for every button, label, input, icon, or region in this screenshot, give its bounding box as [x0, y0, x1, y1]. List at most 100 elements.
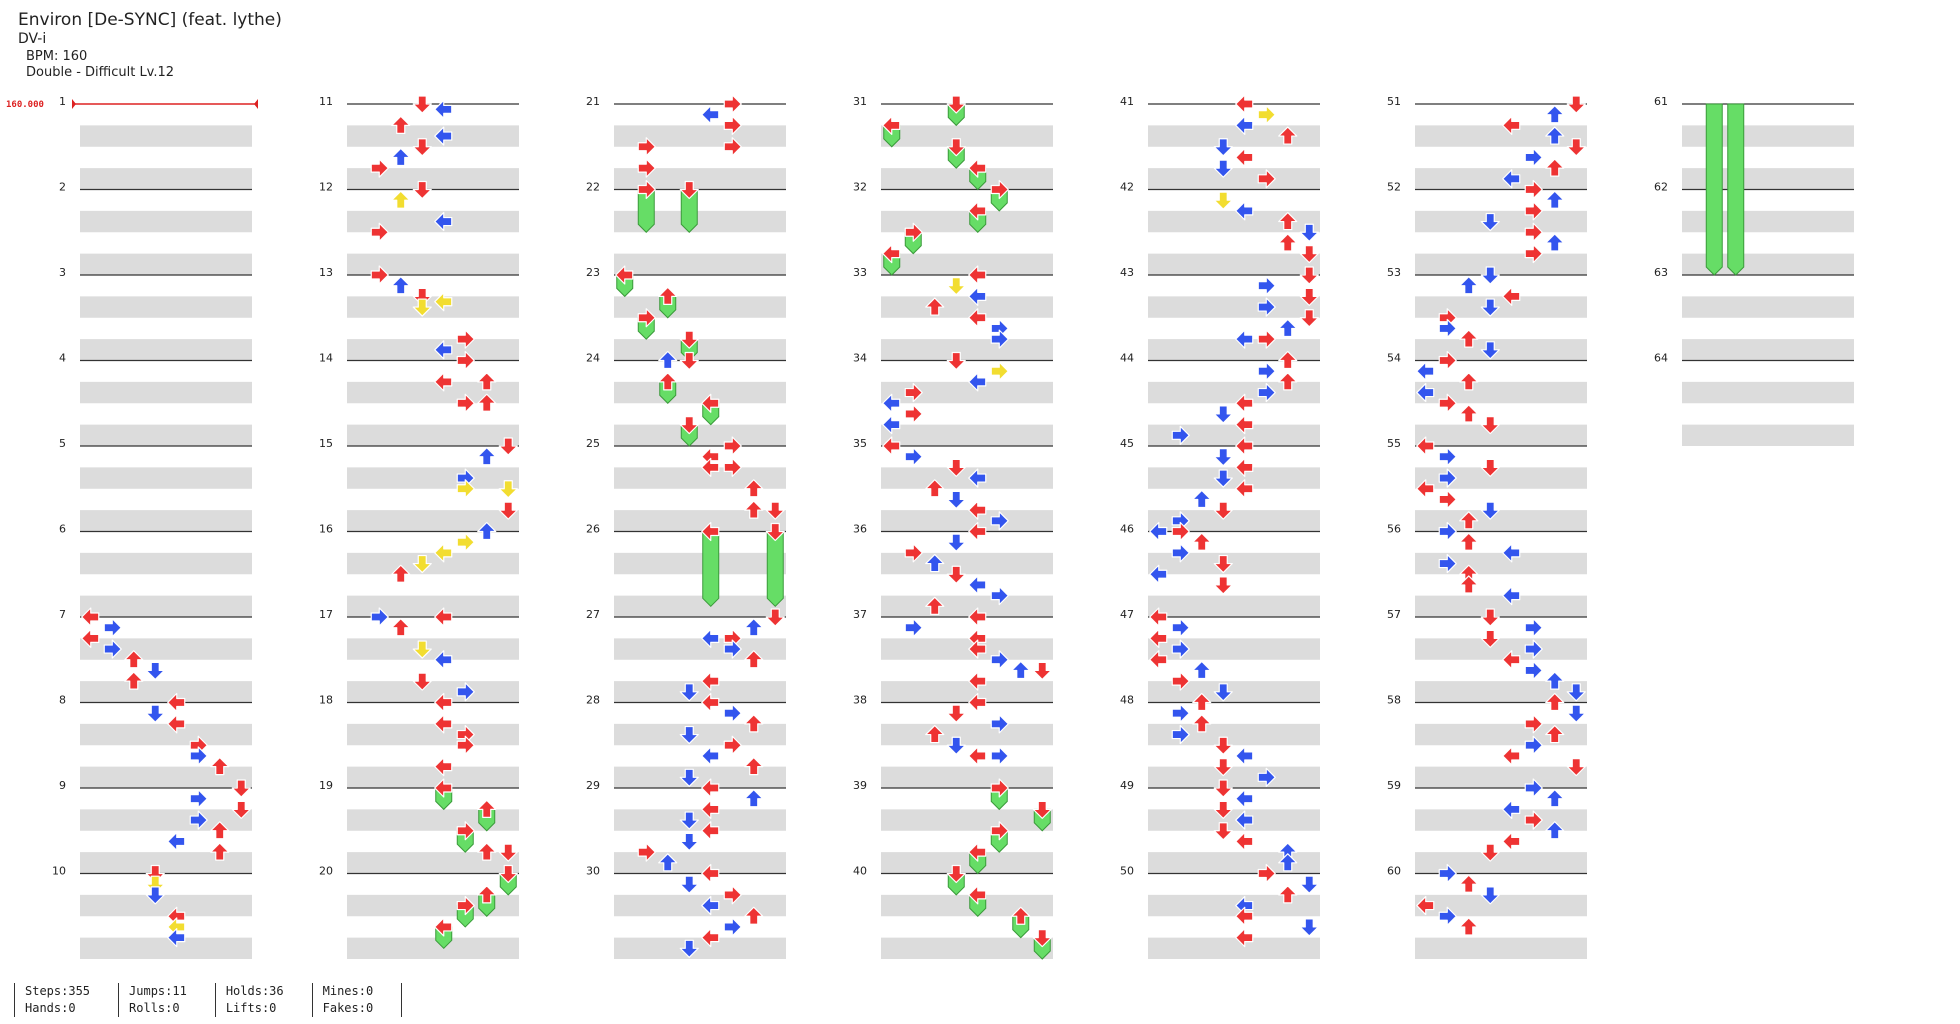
arrow-note-icon [1480, 416, 1500, 435]
measure: 15 [319, 437, 519, 532]
arrow-note-icon [990, 511, 1009, 531]
arrow-note-icon [1235, 115, 1254, 135]
arrow-note-icon [637, 158, 656, 178]
arrow-note-icon [1299, 266, 1319, 285]
arrow-note-icon [1416, 436, 1435, 456]
beat-stripe [614, 168, 786, 190]
measure-number: 52 [1387, 181, 1401, 194]
measure: 61 [1654, 95, 1854, 190]
measure: 64 [1654, 352, 1854, 446]
arrow-note-icon [1480, 629, 1500, 648]
arrow-note-icon [946, 533, 966, 552]
arrow-note-icon [968, 607, 987, 627]
arrow-note-icon [1480, 341, 1500, 360]
arrow-note-icon [1278, 853, 1298, 872]
beat-stripe [881, 894, 1053, 917]
beat-stripe [347, 253, 519, 275]
arrow-note-icon [1213, 405, 1233, 424]
arrow-note-icon [412, 298, 432, 317]
arrow-note-icon [210, 821, 230, 840]
beat-stripe [1148, 809, 1320, 831]
beat-stripe [80, 168, 252, 190]
beat-stripe [347, 852, 519, 874]
arrow-note-icon [1545, 821, 1565, 840]
arrow-note-icon [1011, 660, 1031, 680]
arrow-note-icon [1459, 511, 1479, 530]
beat-stripe [614, 852, 786, 874]
stats-col-jumps: Jumps:11 Rolls:0 [118, 983, 215, 1017]
measure: 50 [1120, 865, 1320, 959]
arrow-note-icon [904, 618, 923, 638]
beat-stripe [80, 510, 252, 532]
arrow-note-icon [946, 864, 966, 884]
arrow-note-icon [391, 115, 411, 134]
arrow-note-icon [1278, 372, 1298, 391]
measure-number: 50 [1120, 865, 1134, 878]
measure-number: 61 [1654, 95, 1668, 108]
beat-stripe [347, 168, 519, 190]
arrow-note-icon [1502, 169, 1521, 189]
measure-number: 17 [319, 608, 333, 621]
arrow-note-icon [434, 99, 453, 119]
arrow-note-icon [765, 501, 785, 520]
arrow-note-icon [456, 479, 475, 499]
beat-stripe [80, 381, 252, 404]
arrow-note-icon [1524, 660, 1543, 681]
beat-stripe [1148, 168, 1320, 190]
mines-count: Mines:0 [322, 984, 374, 998]
measure-number: 41 [1120, 95, 1134, 108]
beat-stripe [614, 595, 786, 617]
arrow-note-icon [477, 393, 497, 412]
measure: 16 [319, 523, 519, 617]
arrow-note-icon [124, 671, 144, 690]
arrow-note-icon [701, 692, 720, 713]
arrow-note-icon [477, 842, 497, 861]
arrow-note-icon [145, 704, 165, 723]
arrow-note-icon [765, 608, 785, 627]
arrow-note-icon [701, 628, 720, 648]
measure-number: 54 [1387, 352, 1401, 365]
arrow-note-icon [167, 928, 186, 948]
arrow-note-icon [1192, 714, 1212, 733]
stats-footer: Steps:355 Hands:0 Jumps:11 Rolls:0 Holds… [14, 983, 403, 1017]
arrow-note-icon [723, 917, 742, 937]
arrow-note-icon [990, 714, 1009, 734]
arrow-note-icon [679, 768, 699, 787]
beat-stripe [881, 937, 1053, 959]
arrow-note-icon [456, 329, 475, 349]
arrow-note-icon [477, 885, 497, 904]
arrow-note-icon [925, 596, 945, 615]
arrow-note-icon [1524, 147, 1543, 168]
arrow-note-icon [968, 265, 987, 285]
arrow-note-icon [990, 821, 1009, 841]
hold-body [1705, 103, 1723, 276]
arrow-note-icon [925, 724, 945, 744]
measure-number: 26 [586, 523, 600, 536]
arrow-note-icon [412, 138, 432, 157]
arrow-note-icon [1192, 660, 1212, 680]
arrow-note-icon [1213, 501, 1233, 520]
measure: 33 [853, 266, 1053, 361]
arrow-note-icon [1192, 489, 1212, 509]
beat-stripe [80, 852, 252, 874]
beat-stripe [80, 723, 252, 746]
arrow-note-icon [434, 607, 453, 627]
beat-stripe [347, 766, 519, 788]
measure-number: 3 [59, 266, 66, 279]
arrow-note-icon [124, 650, 144, 669]
arrow-note-icon [723, 735, 742, 755]
arrow-note-icon [1480, 458, 1500, 477]
beat-stripe [1148, 381, 1320, 404]
beat-stripe [881, 467, 1053, 489]
arrow-note-icon [723, 94, 742, 114]
beat-stripe [1415, 595, 1587, 617]
beat-stripe [881, 296, 1053, 318]
arrow-note-icon [1438, 350, 1457, 371]
measure: 41 [1120, 95, 1320, 190]
arrow-note-icon [679, 351, 699, 371]
arrow-note-icon [723, 436, 742, 456]
beat-stripe [1148, 894, 1320, 917]
measure-number: 30 [586, 865, 600, 878]
arrow-note-icon [701, 821, 720, 841]
beat-stripe [881, 510, 1053, 532]
